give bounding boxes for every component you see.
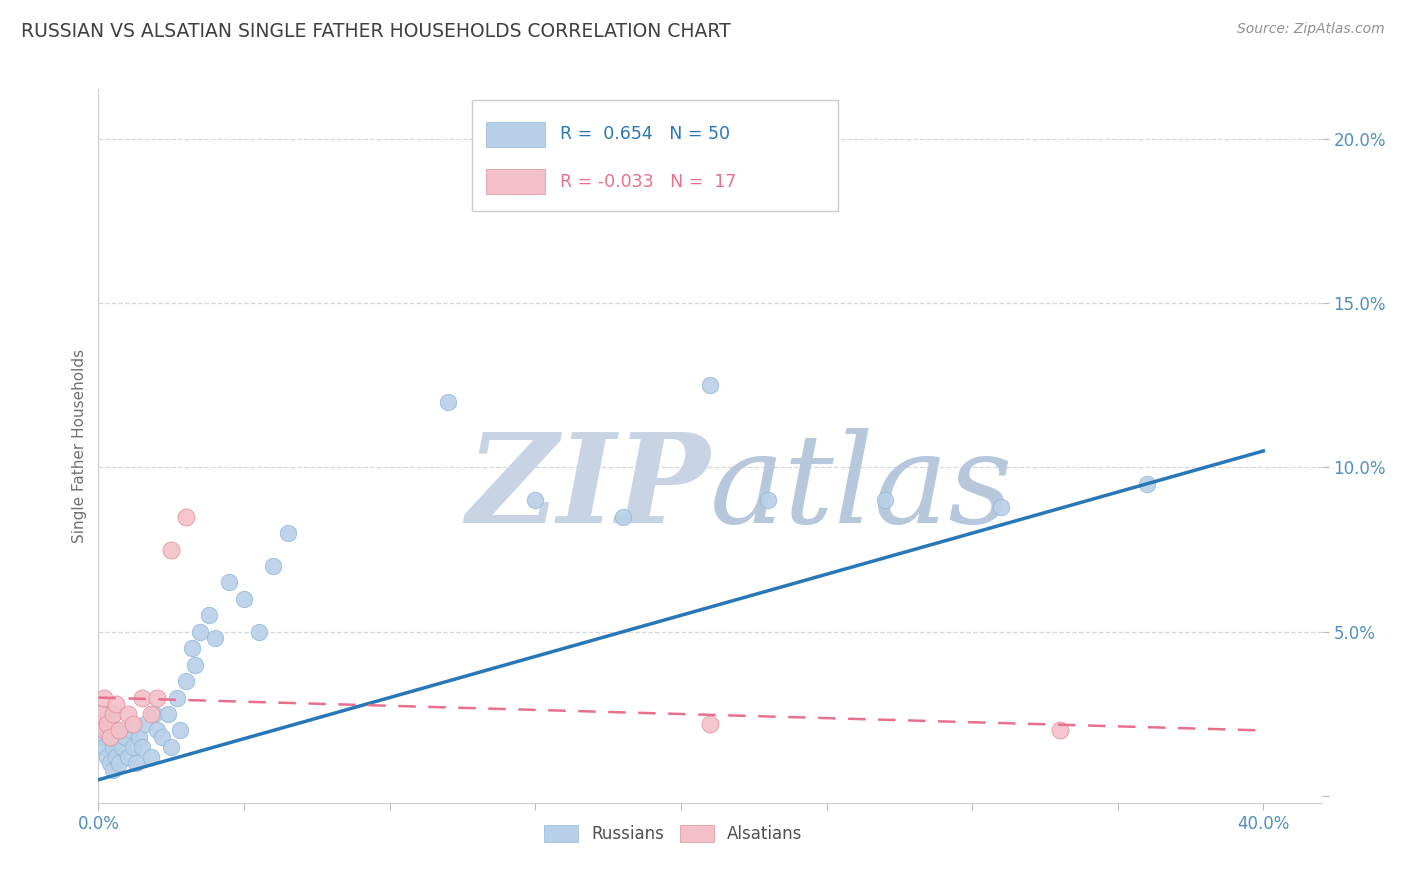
Point [114,730,136,744]
Point [247,624,270,639]
Text: R = -0.033   N =  17: R = -0.033 N = 17 [560,173,735,191]
Point [96,717,118,731]
Point [183,657,205,672]
Point [139,706,162,721]
Point [101,706,124,721]
Point [152,730,174,744]
Point [90,717,112,731]
Point [145,723,167,738]
Point [198,608,221,623]
Point [166,690,188,705]
Point [98,730,121,744]
Point [437,394,460,409]
Point [93,739,115,754]
Point [174,509,197,524]
Text: RUSSIAN VS ALSATIAN SINGLE FATHER HOUSEHOLDS CORRELATION CHART: RUSSIAN VS ALSATIAN SINGLE FATHER HOUSEH… [21,22,731,41]
Point [160,542,183,557]
FancyBboxPatch shape [471,100,838,211]
Bar [486,169,546,194]
Point [1049,723,1071,738]
Point [139,749,162,764]
Point [188,624,212,639]
Point [218,575,240,590]
Bar [486,121,546,146]
Point [108,756,131,771]
Point [90,706,112,721]
Point [93,690,115,705]
Point [122,717,145,731]
Point [756,493,779,508]
Point [145,690,167,705]
Text: R =  0.654   N = 50: R = 0.654 N = 50 [560,125,730,143]
Point [96,723,118,738]
Legend: Russians, Alsatians: Russians, Alsatians [536,817,811,852]
Point [93,706,115,721]
Point [174,674,197,689]
Point [699,717,721,731]
Point [128,730,150,744]
Point [990,500,1012,514]
Point [90,730,112,744]
Point [104,697,127,711]
Point [134,717,156,731]
Point [131,739,153,754]
Point [104,723,127,738]
Point [233,591,256,606]
Point [108,723,131,738]
Point [117,749,139,764]
Point [93,723,115,738]
Point [873,493,896,508]
Point [111,739,134,754]
Y-axis label: Single Father Households: Single Father Households [72,349,87,543]
Point [104,749,127,764]
Point [131,690,153,705]
Point [101,739,124,754]
Point [524,493,547,508]
Point [101,763,124,777]
Point [98,730,121,744]
Point [612,509,634,524]
Point [142,706,165,721]
Point [96,749,118,764]
Text: ZIP: ZIP [467,428,710,549]
Point [157,706,180,721]
Point [180,641,202,656]
Point [117,706,139,721]
Text: Source: ZipAtlas.com: Source: ZipAtlas.com [1237,22,1385,37]
Point [699,378,721,392]
Point [98,756,121,771]
Point [120,723,142,738]
Point [277,526,299,541]
Point [1136,476,1159,491]
Point [169,723,191,738]
Point [101,706,124,721]
Point [160,739,183,754]
Point [204,632,226,646]
Point [125,756,148,771]
Point [122,739,145,754]
Text: atlas: atlas [710,428,1014,549]
Point [262,559,284,574]
